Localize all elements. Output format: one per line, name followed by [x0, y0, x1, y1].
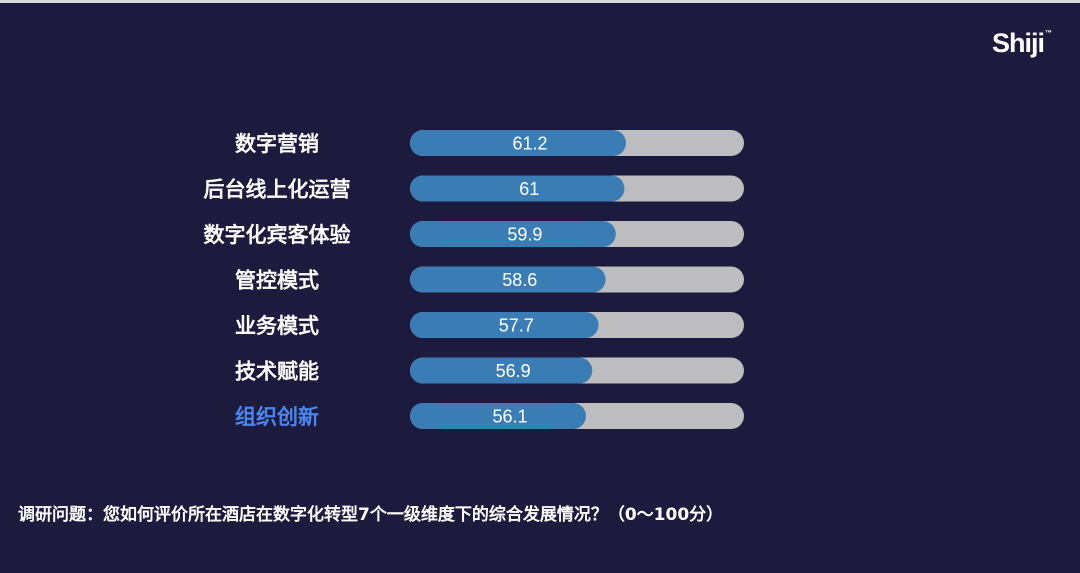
data-label: 56.9: [496, 361, 531, 381]
bar: [410, 130, 626, 156]
category-label: 数字化宾客体验: [204, 223, 351, 247]
category-label: 后台线上化运营: [204, 178, 351, 202]
data-label: 61.2: [512, 134, 547, 154]
category-label: 管控模式: [235, 269, 319, 293]
bar: [410, 221, 616, 247]
category-label: 业务模式: [235, 314, 319, 338]
data-label: 57.7: [499, 316, 534, 336]
top-divider: [0, 0, 1080, 3]
data-label: 59.9: [507, 225, 542, 245]
horizontal-bar-chart: 数字营销 61.2 后台线上化运营 61 数字化宾客体验 59.9 管控模式 58.6 业务模式…: [204, 130, 744, 429]
category-label: 组织创新: [235, 405, 319, 429]
bar: [410, 403, 586, 429]
category-label: 技术赋能: [235, 360, 319, 384]
bar: [410, 175, 625, 202]
survey-question: 调研问题：您如何评价所在酒店在数字化转型7个一级维度下的综合发展情况？（0～10…: [18, 505, 724, 525]
bar: [410, 266, 606, 293]
bar: [410, 312, 599, 338]
data-label: 56.1: [492, 407, 527, 427]
bar: [410, 357, 593, 384]
data-label: 58.6: [502, 270, 537, 290]
data-label: 61: [519, 179, 539, 199]
shiji-logo: Shiji™: [991, 28, 1052, 58]
category-label: 数字营销: [235, 132, 319, 156]
